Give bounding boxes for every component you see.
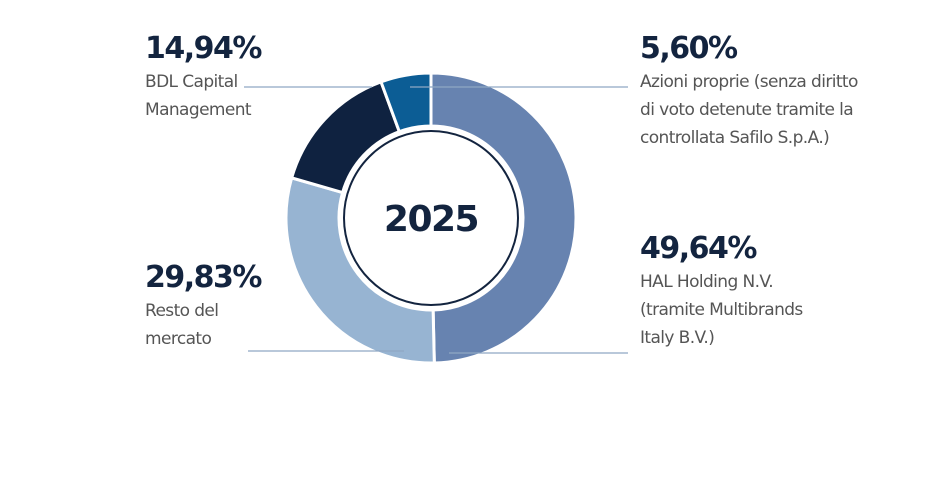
slice-resto-del-mercato (284, 176, 436, 365)
label-group-hal-holding: 49,64% HAL Holding N.V. (tramite Multibran… (640, 231, 804, 348)
center-ring (343, 130, 519, 306)
label-group-bdl-capital: 14,94% BDL Capital Management (145, 31, 264, 120)
percent-label-bdl-capital: 14,94% (145, 31, 262, 66)
slice-label-hal-holding-line-1: HAL Holding N.V. (640, 272, 773, 292)
slice-hal-holding (429, 71, 578, 365)
donut-slices (284, 71, 578, 365)
center-year-label: 2025 (384, 199, 478, 240)
label-group-azioni-proprie: 5,60% Azioni proprie (senza diritto di vot… (640, 31, 859, 148)
percent-label-hal-holding: 49,64% (640, 231, 757, 266)
slice-azioni-proprie (379, 71, 433, 134)
percent-label-resto-del-mercato: 29,83% (145, 260, 262, 295)
slice-label-azioni-proprie-line-1: Azioni proprie (senza diritto (640, 72, 858, 92)
leader-lines (244, 86, 628, 354)
slice-labels: 49,64% HAL Holding N.V. (tramite Multibran… (145, 31, 859, 349)
slice-label-bdl-capital-line-2: Management (145, 100, 252, 120)
slice-label-azioni-proprie-line-3: controllata Safilo S.p.A.) (640, 128, 829, 148)
slice-label-bdl-capital-line-1: BDL Capital (145, 72, 238, 92)
slice-label-resto-del-mercato-line-1: Resto del (145, 301, 218, 321)
label-group-resto-del-mercato: 29,83% Resto del mercato (145, 260, 264, 349)
slice-label-hal-holding-line-3: Italy B.V.) (640, 328, 714, 348)
slice-label-resto-del-mercato-line-2: mercato (145, 329, 211, 349)
slice-label-hal-holding-line-2: (tramite Multibrands (640, 300, 803, 320)
slice-label-azioni-proprie-line-2: di voto detenute tramite la (640, 100, 853, 120)
percent-label-azioni-proprie: 5,60% (640, 31, 738, 66)
